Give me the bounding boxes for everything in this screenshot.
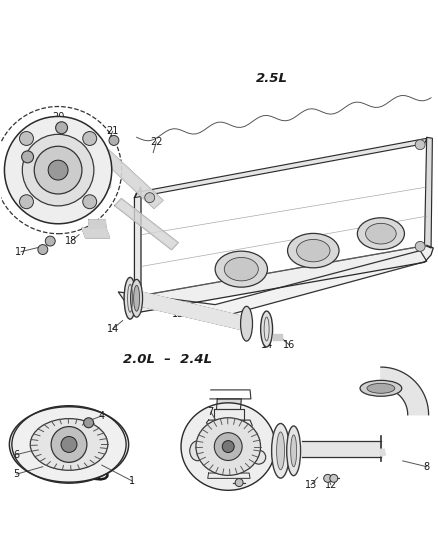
Polygon shape: [214, 409, 244, 420]
Polygon shape: [134, 245, 432, 313]
Polygon shape: [115, 199, 178, 249]
Text: 19: 19: [11, 148, 23, 158]
Polygon shape: [88, 220, 106, 228]
Circle shape: [222, 441, 233, 453]
Ellipse shape: [251, 450, 265, 464]
Circle shape: [61, 437, 77, 453]
Text: 6: 6: [14, 449, 20, 459]
Circle shape: [19, 132, 33, 146]
Ellipse shape: [30, 418, 107, 470]
Text: 15: 15: [172, 309, 184, 319]
Text: 21: 21: [106, 126, 119, 136]
Polygon shape: [424, 138, 431, 248]
Ellipse shape: [290, 435, 296, 467]
Text: 20: 20: [52, 112, 64, 122]
Ellipse shape: [240, 306, 252, 341]
Polygon shape: [36, 441, 45, 446]
Circle shape: [19, 195, 33, 209]
Polygon shape: [207, 473, 250, 478]
Circle shape: [235, 479, 243, 487]
Ellipse shape: [4, 116, 112, 224]
Circle shape: [145, 193, 154, 203]
Text: 2.0L  –  2.4L: 2.0L – 2.4L: [122, 353, 211, 366]
Text: 8: 8: [423, 462, 429, 472]
Text: 5: 5: [14, 469, 20, 479]
Polygon shape: [206, 420, 252, 433]
Ellipse shape: [260, 311, 272, 347]
Circle shape: [51, 426, 87, 462]
Circle shape: [45, 236, 55, 246]
Ellipse shape: [366, 383, 394, 393]
Text: 2.5L: 2.5L: [255, 72, 287, 85]
Text: 16: 16: [283, 340, 295, 350]
Polygon shape: [380, 367, 427, 415]
Polygon shape: [301, 441, 380, 457]
Circle shape: [329, 474, 337, 482]
Circle shape: [414, 140, 424, 150]
Polygon shape: [118, 251, 426, 317]
Text: 17: 17: [15, 247, 27, 257]
Ellipse shape: [133, 285, 139, 311]
Polygon shape: [134, 292, 249, 330]
Circle shape: [34, 146, 82, 194]
Ellipse shape: [22, 134, 94, 206]
Polygon shape: [272, 334, 281, 340]
Text: 1: 1: [129, 476, 135, 486]
Circle shape: [145, 296, 154, 306]
Ellipse shape: [215, 251, 267, 287]
Circle shape: [214, 433, 242, 461]
Text: 13: 13: [304, 480, 317, 490]
Polygon shape: [216, 399, 241, 409]
Circle shape: [83, 195, 96, 209]
Text: 18: 18: [65, 236, 77, 246]
Text: 14: 14: [261, 340, 273, 350]
Ellipse shape: [296, 239, 329, 262]
Ellipse shape: [12, 406, 126, 483]
Ellipse shape: [195, 418, 260, 475]
Text: 12: 12: [324, 480, 336, 490]
Circle shape: [414, 241, 424, 252]
Polygon shape: [134, 139, 426, 198]
Ellipse shape: [271, 424, 289, 478]
Circle shape: [48, 160, 68, 180]
Ellipse shape: [34, 435, 52, 454]
Ellipse shape: [131, 279, 142, 317]
Ellipse shape: [357, 218, 403, 249]
Circle shape: [21, 151, 33, 163]
Text: 4: 4: [99, 411, 105, 421]
Polygon shape: [379, 449, 385, 456]
Polygon shape: [96, 146, 162, 208]
Ellipse shape: [124, 277, 136, 319]
Ellipse shape: [287, 233, 338, 268]
Circle shape: [56, 122, 67, 134]
Polygon shape: [14, 144, 110, 198]
Circle shape: [109, 135, 119, 146]
Text: 7: 7: [207, 407, 213, 417]
Polygon shape: [134, 187, 141, 313]
Circle shape: [323, 474, 331, 482]
Text: 14: 14: [106, 324, 119, 334]
Circle shape: [83, 132, 96, 146]
Polygon shape: [43, 450, 95, 453]
Ellipse shape: [276, 432, 284, 470]
Ellipse shape: [87, 437, 103, 453]
Ellipse shape: [180, 403, 275, 490]
Circle shape: [38, 245, 48, 255]
Polygon shape: [82, 228, 110, 238]
Circle shape: [84, 418, 93, 427]
Ellipse shape: [286, 426, 300, 475]
Text: 22: 22: [150, 137, 162, 147]
Ellipse shape: [365, 223, 396, 244]
Ellipse shape: [189, 441, 205, 461]
Ellipse shape: [359, 381, 401, 396]
Ellipse shape: [224, 257, 258, 281]
